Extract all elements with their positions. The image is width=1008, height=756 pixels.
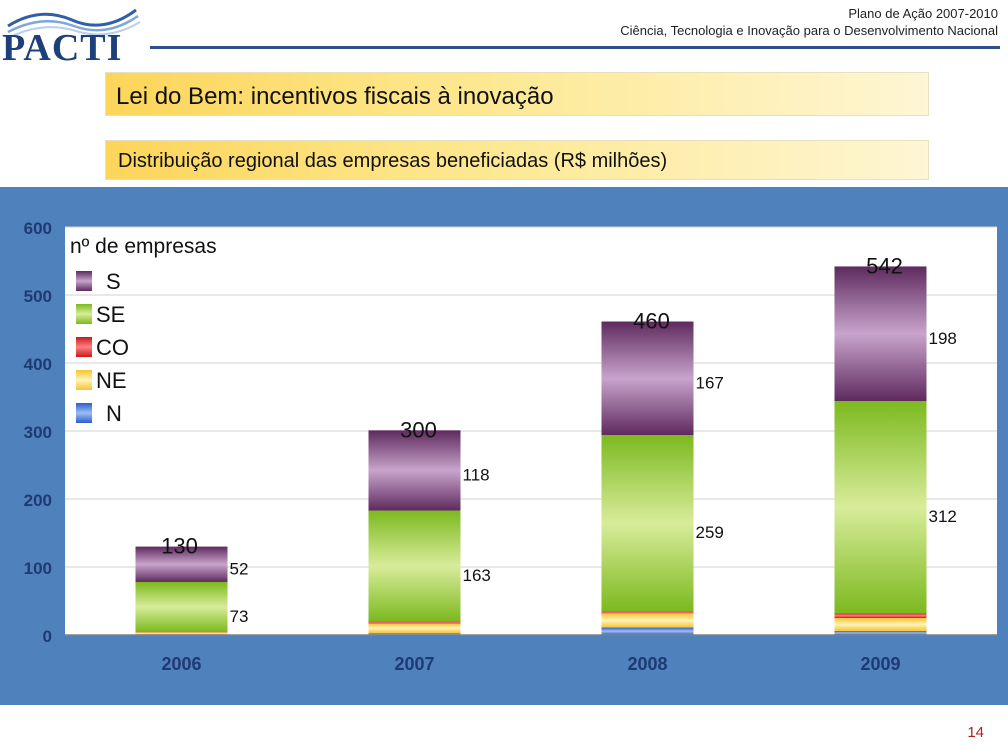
- se-value-label: 73: [230, 607, 249, 626]
- se-value-label: 312: [929, 507, 957, 526]
- data-labels: 130 73 52 300 163 118 460 259 167 542 312 198: [161, 253, 957, 625]
- legend-swatch-se: [76, 304, 92, 324]
- legend-label-co: CO: [96, 335, 129, 360]
- y-tick-label: 500: [24, 287, 52, 306]
- logo-text: PACTI: [2, 27, 123, 69]
- se-value-label: 163: [463, 566, 491, 585]
- legend-label-s: S: [106, 269, 121, 294]
- total-label: 542: [866, 253, 903, 278]
- y-tick-label: 400: [24, 355, 52, 374]
- bar-segment-ne-2006: [135, 632, 228, 635]
- total-label: 300: [400, 417, 437, 442]
- header-title-line1: Plano de Ação 2007-2010: [848, 6, 998, 21]
- x-axis: 2006 2007 2008 2009: [65, 634, 997, 674]
- bar-segment-se-2009: [834, 401, 927, 614]
- header-title: Plano de Ação 2007-2010 Ciência, Tecnolo…: [620, 5, 998, 39]
- x-tick-label: 2006: [161, 654, 201, 674]
- bar-segment-co-2006: [135, 631, 228, 633]
- y-tick-label: 200: [24, 491, 52, 510]
- se-value-label: 259: [696, 523, 724, 542]
- chart-subtitle-banner: Distribuição regional das empresas benef…: [105, 140, 929, 180]
- legend-title: nº de empresas: [70, 235, 217, 258]
- legend-swatch-s: [76, 271, 92, 291]
- bar-segment-s-2009: [834, 266, 927, 402]
- bars: [135, 266, 927, 635]
- s-value-label: 167: [696, 373, 724, 392]
- y-axis: 0 100 200 300 400 500 600: [24, 219, 52, 646]
- y-tick-label: 600: [24, 219, 52, 238]
- bar-segment-co-2007: [368, 621, 461, 624]
- bar-segment-co-2008: [601, 611, 694, 614]
- total-label: 130: [161, 534, 198, 559]
- s-value-label: 52: [230, 559, 249, 578]
- bar-segment-s-2008: [601, 321, 694, 436]
- bar-segment-n-2007: [368, 632, 461, 635]
- bar-segment-s-2006: [135, 546, 228, 582]
- stacked-bar-chart: 0 100 200 300 400 500 600 130 73 52 300 163 118 460 2…: [24, 219, 997, 674]
- bar-segment-ne-2007: [368, 623, 461, 633]
- bar-segment-ne-2009: [834, 618, 927, 631]
- bar-segment-n-2008: [601, 627, 694, 635]
- s-value-label: 198: [929, 329, 957, 348]
- bar-segment-ne-2008: [601, 613, 694, 628]
- legend-label-n: N: [106, 401, 122, 426]
- legend-swatch-ne: [76, 370, 92, 390]
- page-number: 14: [967, 724, 984, 741]
- y-tick-label: 0: [43, 627, 52, 646]
- x-tick-label: 2007: [394, 654, 434, 674]
- header-title-line2: Ciência, Tecnologia e Inovação para o De…: [620, 23, 998, 38]
- s-value-label: 118: [463, 465, 490, 484]
- legend-swatch-n: [76, 403, 92, 423]
- slide-title-banner: Lei do Bem: incentivos fiscais à inovaçã…: [105, 72, 929, 116]
- bar-segment-n-2009: [834, 630, 927, 635]
- legend-swatch-co: [76, 337, 92, 357]
- total-label: 460: [633, 309, 670, 334]
- x-tick-label: 2008: [627, 654, 667, 674]
- chart-panel: 0 100 200 300 400 500 600 130 73 52 300 163 118 460 2…: [0, 187, 1008, 705]
- pacti-logo: [7, 8, 141, 38]
- x-tick-label: 2009: [860, 654, 900, 674]
- y-tick-label: 100: [24, 559, 52, 578]
- header-divider: [150, 46, 1000, 49]
- bar-segment-s-2007: [368, 430, 461, 511]
- legend-label-ne: NE: [96, 368, 127, 393]
- bar-segment-se-2008: [601, 435, 694, 612]
- legend: nº de empresas S SE CO NE N: [70, 235, 217, 426]
- y-tick-label: 300: [24, 423, 52, 442]
- bar-segment-se-2007: [368, 510, 461, 622]
- bar-segment-se-2006: [135, 581, 228, 632]
- legend-label-se: SE: [96, 302, 125, 327]
- bar-segment-co-2009: [834, 613, 927, 618]
